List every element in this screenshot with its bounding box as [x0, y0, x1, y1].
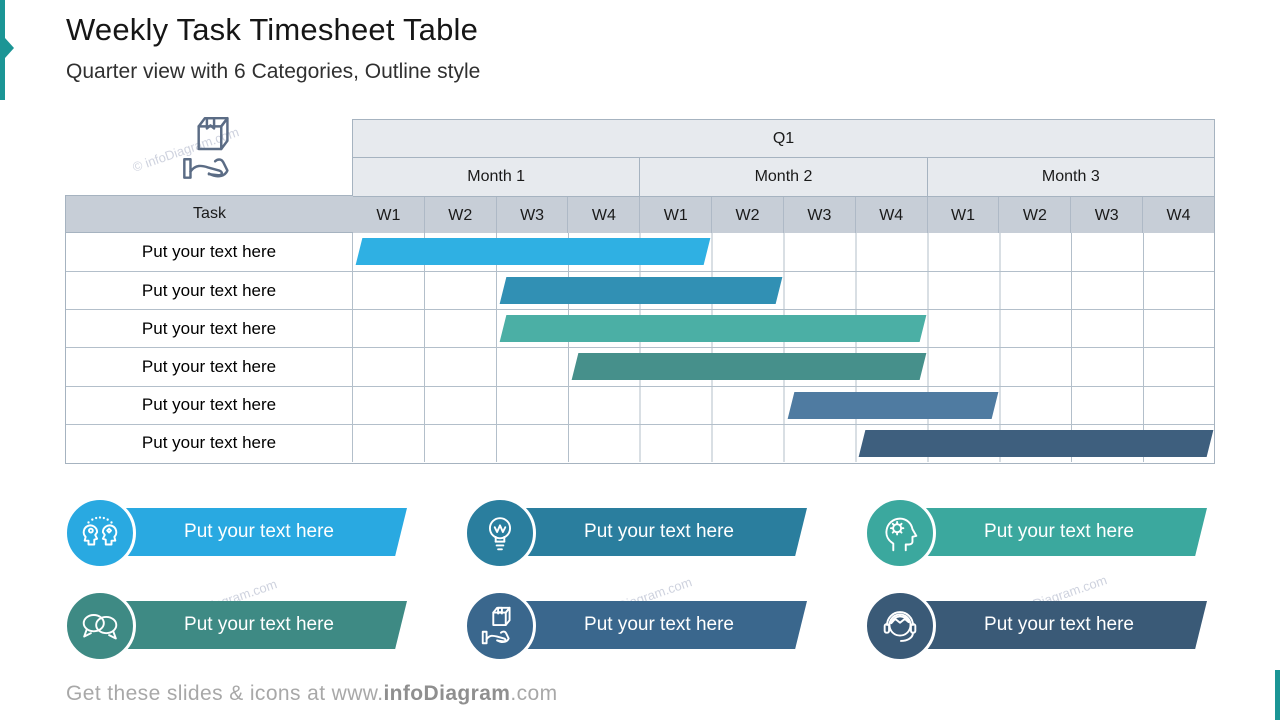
page-subtitle: Quarter view with 6 Categories, Outline …	[66, 60, 481, 83]
table-row: Put your text here	[66, 271, 1214, 310]
week-header: W4	[854, 197, 927, 234]
legend-item: Put your text here	[64, 497, 407, 569]
week-header: W4	[567, 197, 639, 234]
gantt-bar	[499, 315, 926, 343]
month-header-row: Month 1 Month 2 Month 3	[353, 158, 1214, 197]
legend-label: Put your text here	[984, 614, 1134, 635]
task-label: Put your text here	[66, 233, 353, 272]
gantt-bar	[355, 238, 710, 265]
table-row: Put your text here	[66, 385, 1214, 424]
legend-ribbon: Put your text here	[925, 508, 1207, 556]
week-header: W3	[495, 197, 568, 234]
footer-suffix: .com	[510, 682, 558, 705]
task-label: Put your text here	[66, 386, 353, 424]
legend-circle	[64, 497, 136, 569]
week-header: W2	[998, 197, 1070, 234]
gantt-track	[353, 310, 1214, 348]
table-body: Put your text here Put your text here Pu…	[65, 233, 1215, 464]
legend-circle	[864, 497, 936, 569]
table-row: Put your text here	[66, 347, 1214, 386]
legend-label: Put your text here	[584, 521, 734, 542]
gantt-track	[353, 424, 1214, 462]
gantt-bar	[571, 353, 926, 381]
legend-ribbon: Put your text here	[125, 508, 407, 556]
footer-credit: Get these slides & icons at www.infoDiag…	[66, 682, 557, 706]
legend-item: Put your text here	[464, 590, 807, 662]
month-header: Month 1	[467, 168, 526, 185]
week-header: W2	[711, 197, 783, 234]
week-header: W1	[376, 206, 401, 224]
week-header: W1	[639, 197, 711, 234]
gantt-track	[353, 233, 1214, 272]
legend-ribbon: Put your text here	[925, 601, 1207, 649]
headset-support-icon	[883, 611, 917, 642]
legend-item: Put your text here	[864, 590, 1207, 662]
legend-circle	[464, 590, 536, 662]
legend-label: Put your text here	[184, 614, 334, 635]
quarter-label: Q1	[772, 129, 795, 147]
hand-box-icon	[481, 606, 511, 645]
gantt-bar	[499, 277, 782, 305]
legend-label: Put your text here	[184, 521, 334, 542]
timesheet-table: Q1 Month 1 Month 2 Month 3 W1 W2 W3 W4 W…	[65, 119, 1215, 464]
gantt-track	[353, 272, 1214, 310]
accent-bar-right	[1275, 670, 1280, 720]
week-header: W3	[1070, 197, 1142, 234]
gantt-bar	[859, 429, 1214, 457]
month-header: Month 3	[926, 158, 1214, 196]
task-label: Put your text here	[66, 348, 353, 386]
legend-item: Put your text here	[464, 497, 807, 569]
accent-chevron-icon	[5, 38, 14, 58]
gantt-track	[353, 348, 1214, 386]
legend-label: Put your text here	[584, 614, 734, 635]
page-title: Weekly Task Timesheet Table	[66, 12, 479, 47]
gantt-bar	[787, 391, 998, 419]
task-column-header: Task	[65, 195, 353, 233]
brainstorm-heads-icon	[82, 516, 118, 546]
table-row: Put your text here	[66, 309, 1214, 348]
task-label: Put your text here	[66, 424, 353, 462]
table-row: Put your text here	[66, 233, 1214, 272]
task-label: Put your text here	[66, 272, 353, 310]
legend-label: Put your text here	[984, 521, 1134, 542]
hand-box-icon	[178, 110, 244, 190]
accent-bar-left	[0, 0, 5, 100]
gantt-track	[353, 386, 1214, 424]
legend-item: Put your text here	[864, 497, 1207, 569]
footer-prefix: Get these slides & icons at www.	[66, 682, 384, 705]
week-header: W4	[1142, 197, 1214, 234]
footer-brand: infoDiagram	[383, 682, 511, 705]
week-header: W1	[926, 197, 999, 234]
legend-circle	[464, 497, 536, 569]
legend-ribbon: Put your text here	[525, 601, 807, 649]
week-header-row: W1 W2 W3 W4 W1 W2 W3 W4 W1 W2 W3 W4	[353, 197, 1214, 234]
week-header: W2	[423, 197, 496, 234]
legend-circle	[64, 590, 136, 662]
month-header: Month 2	[639, 158, 926, 196]
legend-ribbon: Put your text here	[525, 508, 807, 556]
chat-bubbles-icon	[82, 614, 118, 640]
table-row: Put your text here	[66, 423, 1214, 462]
legend-item: Put your text here	[64, 590, 407, 662]
quarter-header-row: Q1	[353, 120, 1214, 158]
task-label: Put your text here	[66, 310, 353, 348]
legend-circle	[864, 590, 936, 662]
week-header: W3	[782, 197, 855, 234]
legend-ribbon: Put your text here	[125, 601, 407, 649]
table-header-grid: Q1 Month 1 Month 2 Month 3 W1 W2 W3 W4 W…	[352, 119, 1215, 234]
lightbulb-icon	[488, 517, 512, 551]
head-gear-icon	[885, 517, 918, 552]
